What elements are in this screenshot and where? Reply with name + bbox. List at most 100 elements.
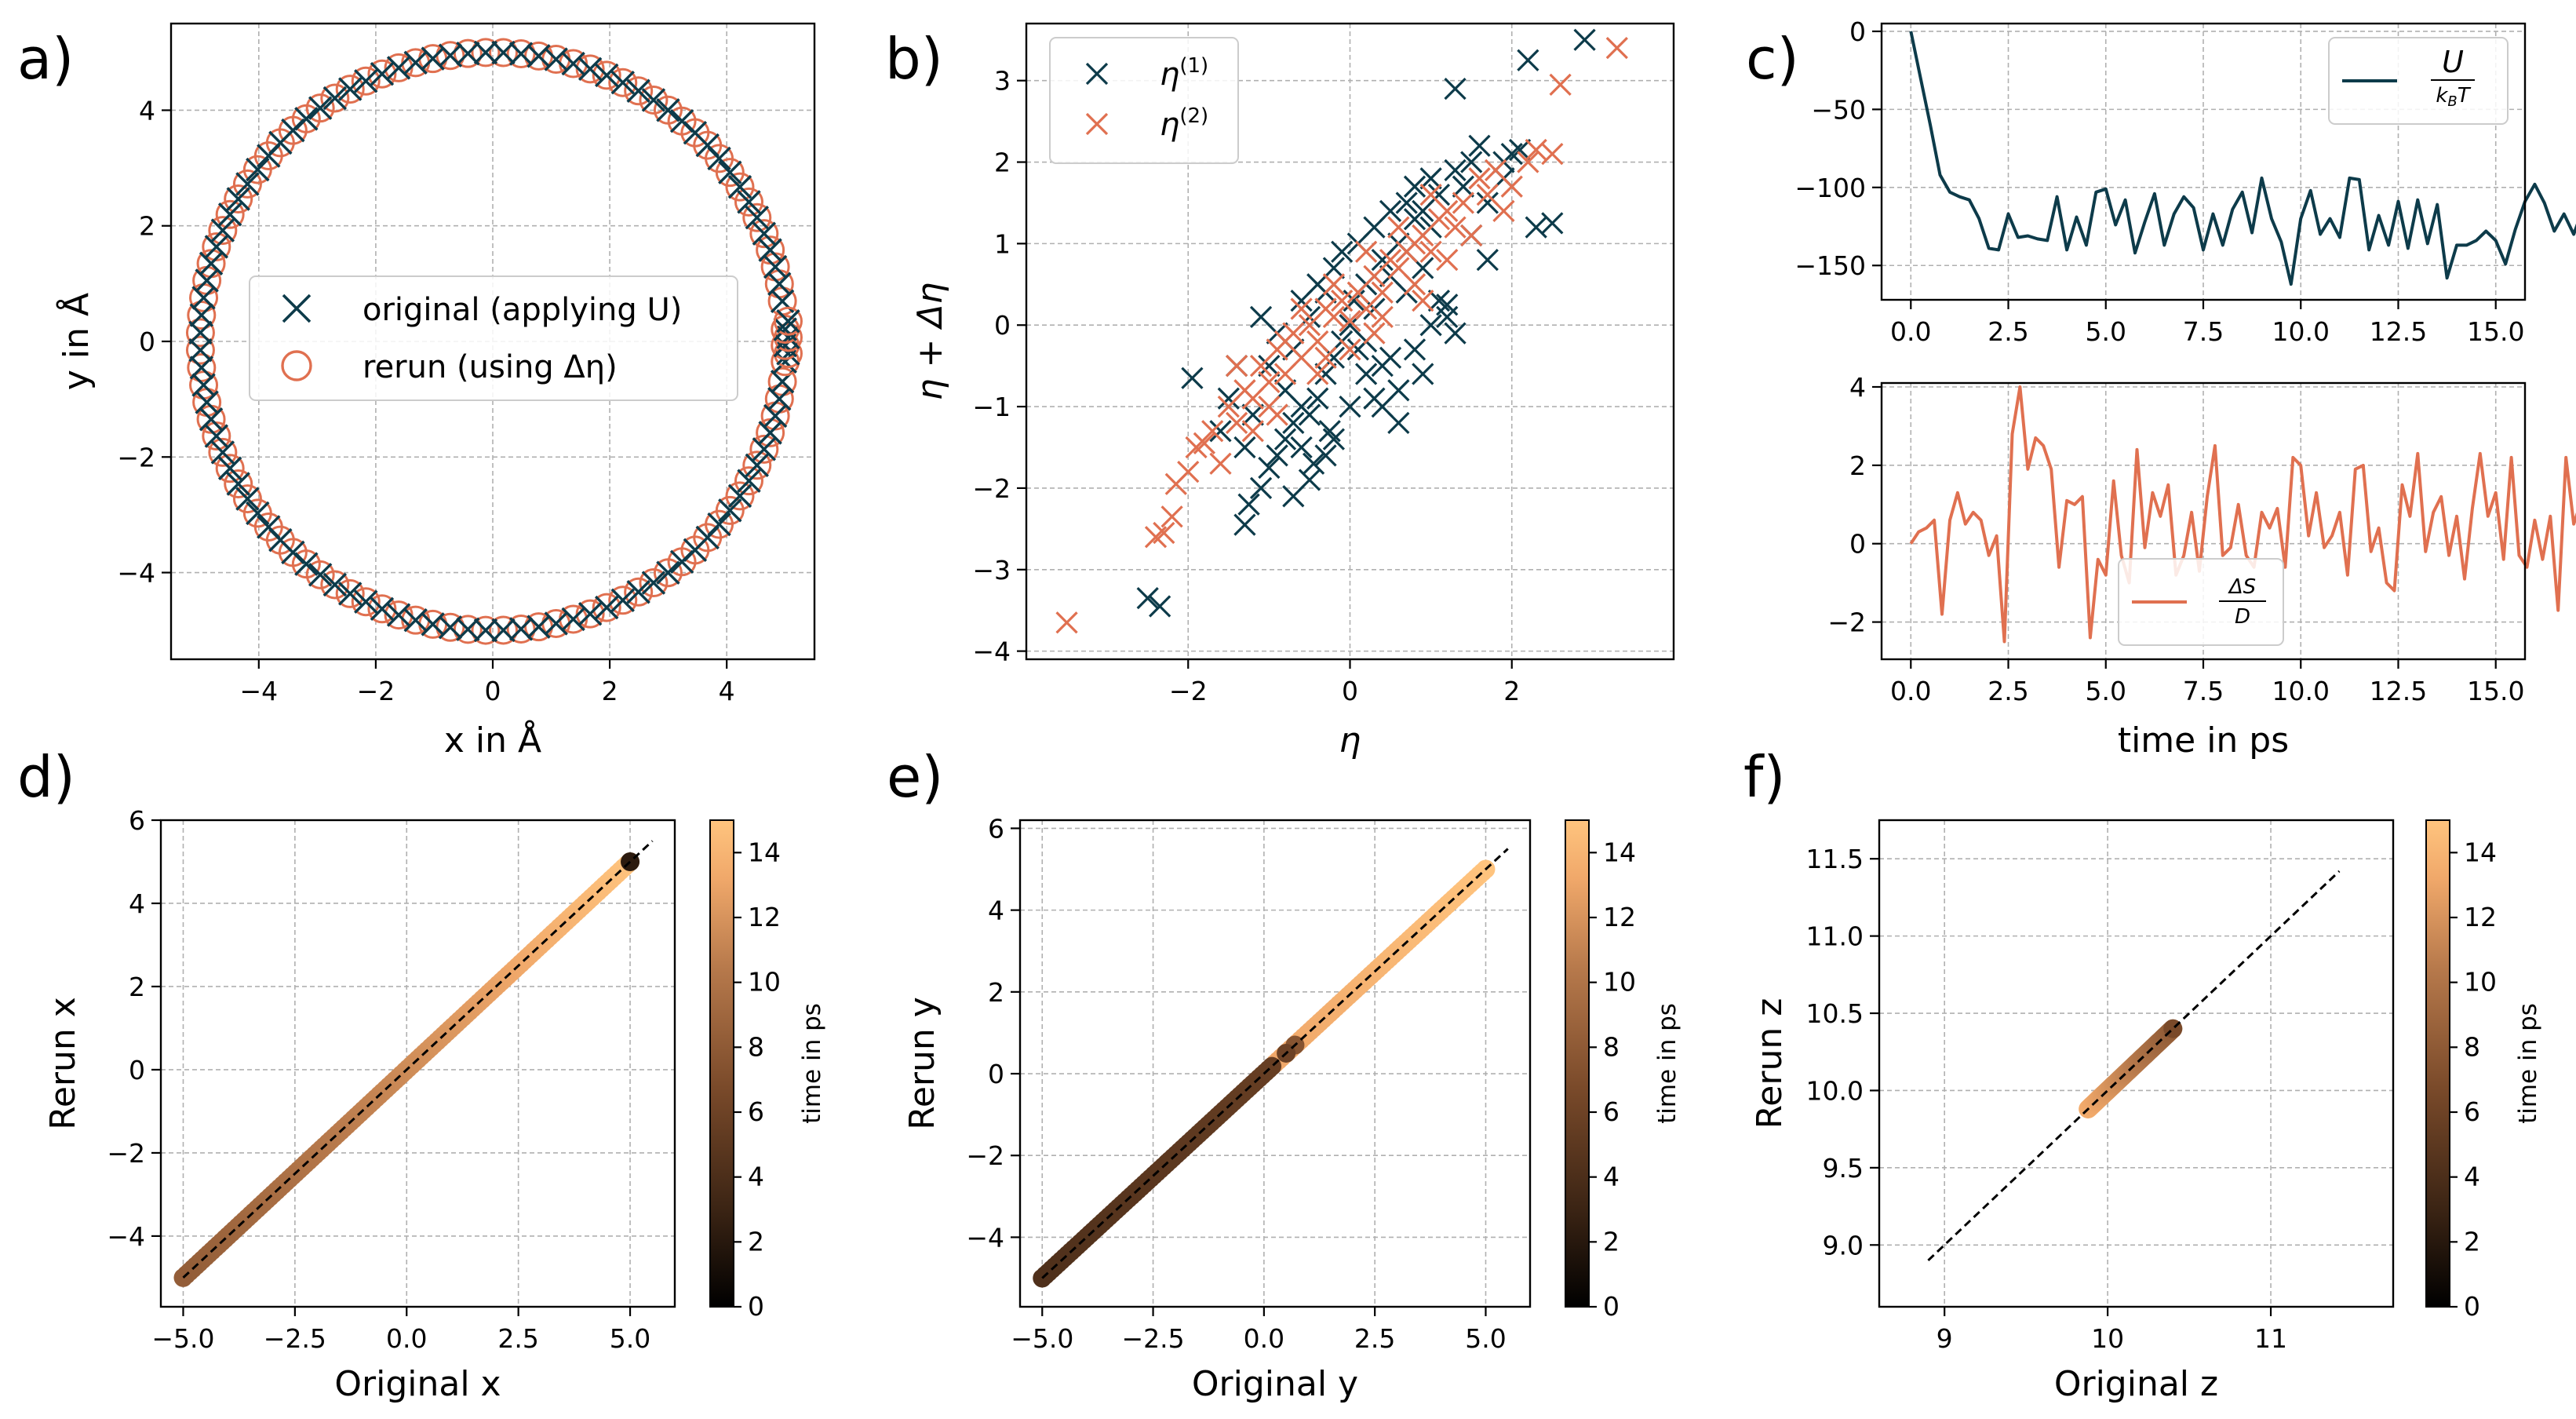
original-point bbox=[421, 46, 445, 71]
eta2-point bbox=[1201, 420, 1224, 443]
original-point bbox=[752, 221, 777, 246]
eta2-point bbox=[1460, 224, 1483, 247]
original-point bbox=[745, 453, 769, 477]
x-tick-label: 0 bbox=[1342, 676, 1358, 706]
eta1-point bbox=[1233, 513, 1256, 536]
x-tick-label: 12.5 bbox=[2370, 316, 2427, 347]
eta2-point bbox=[1306, 330, 1329, 353]
eta1-point bbox=[1403, 338, 1426, 361]
rerun-point bbox=[608, 67, 638, 97]
original-point bbox=[199, 407, 224, 432]
eta1-point bbox=[1573, 28, 1596, 51]
original-point bbox=[763, 254, 788, 279]
eta1-point bbox=[1249, 305, 1273, 328]
panel-label: d) bbox=[17, 744, 75, 810]
eta2-point bbox=[1517, 151, 1539, 173]
colorbar-tick-label: 4 bbox=[2464, 1162, 2480, 1192]
panel-b: −2 0 2 −4 −3 −2 −1 0 1 2 3 η(1)η(2) η η + Δη bbox=[910, 22, 1675, 761]
eta2-point bbox=[1541, 143, 1564, 166]
rerun-point bbox=[506, 39, 536, 69]
y-tick-label: 2 bbox=[994, 148, 1011, 178]
y-axis-label: η + Δη bbox=[910, 283, 950, 401]
original-point bbox=[707, 512, 731, 537]
y-tick-label: −2 bbox=[107, 1138, 145, 1169]
rerun-point bbox=[367, 594, 397, 624]
x-tick-label: −2.5 bbox=[1121, 1323, 1184, 1354]
eta2-point bbox=[1371, 305, 1394, 328]
original-point bbox=[544, 611, 568, 636]
eta1-point bbox=[1343, 289, 1365, 312]
legend-marker-eta1 bbox=[1085, 62, 1109, 86]
y-tick-label: −2 bbox=[966, 1140, 1004, 1171]
colorbar-tick-label: 0 bbox=[1603, 1291, 1620, 1322]
original-point bbox=[217, 456, 242, 480]
colorbar-tick-label: 8 bbox=[1603, 1031, 1620, 1062]
rerun-point bbox=[749, 434, 779, 464]
y-tick-label: 4 bbox=[129, 888, 145, 919]
x-tick-label: 0.0 bbox=[386, 1323, 427, 1354]
rerun-point bbox=[639, 568, 669, 598]
eta2-point bbox=[1290, 297, 1313, 320]
original-point bbox=[386, 56, 411, 80]
eta1-point bbox=[1436, 294, 1459, 316]
y-axis-label: Rerun x bbox=[43, 997, 83, 1130]
original-point bbox=[370, 62, 395, 86]
eta2-point bbox=[1331, 289, 1354, 312]
rerun-point bbox=[489, 615, 519, 645]
y-tick-label: −3 bbox=[972, 555, 1011, 585]
eta2-point bbox=[1363, 322, 1386, 345]
original-point bbox=[473, 40, 498, 65]
original-point bbox=[718, 160, 742, 184]
y-tick-label: 11.5 bbox=[1806, 844, 1864, 874]
original-point bbox=[188, 320, 213, 345]
y-axis-label: Rerun y bbox=[902, 997, 942, 1130]
original-point bbox=[610, 71, 635, 95]
eta2-point bbox=[1314, 346, 1337, 369]
colorbar-tick-label: 6 bbox=[1603, 1096, 1620, 1127]
identity-line bbox=[182, 840, 654, 1279]
legend-label-rerun: rerun (using Δη) bbox=[363, 349, 618, 385]
original-point bbox=[578, 601, 603, 626]
rerun-point bbox=[734, 466, 763, 496]
rerun-point bbox=[351, 587, 381, 617]
y-tick-label: −4 bbox=[972, 637, 1011, 667]
eta1-point bbox=[1419, 314, 1442, 337]
y-tick-label: 0 bbox=[1849, 16, 1866, 47]
original-point bbox=[626, 78, 650, 103]
colorbar: 0 2 4 6 8 10 12 14 time in ps bbox=[709, 819, 826, 1322]
x-tick-label: 10.0 bbox=[2272, 316, 2330, 347]
eta1-point bbox=[1258, 456, 1281, 480]
legend-box bbox=[249, 275, 738, 401]
rerun-point bbox=[187, 301, 217, 330]
original-point bbox=[595, 63, 619, 88]
eta1-point bbox=[1322, 257, 1346, 279]
original-point bbox=[578, 57, 603, 82]
original-point bbox=[773, 317, 797, 341]
colorbar-tick-label: 14 bbox=[1603, 837, 1636, 867]
original-point bbox=[226, 187, 250, 211]
axes-frame bbox=[1018, 819, 1532, 1308]
axes-frame bbox=[1880, 381, 2527, 661]
y-tick-label: 11.0 bbox=[1806, 921, 1864, 952]
x-tick-label: 5.0 bbox=[2086, 316, 2126, 347]
axes-frame bbox=[159, 819, 676, 1308]
colorbar-tick-label: 8 bbox=[2464, 1031, 2480, 1062]
legend-label-original: original (applying U) bbox=[363, 292, 682, 328]
original-point bbox=[210, 440, 235, 465]
series-line bbox=[1909, 385, 2576, 644]
legend: original (applying U) rerun (using Δη) bbox=[249, 275, 738, 401]
eta1-point bbox=[1233, 436, 1256, 459]
rerun-point bbox=[592, 593, 621, 622]
original-point bbox=[338, 582, 363, 606]
rerun-point bbox=[320, 83, 350, 113]
eta1-point bbox=[1444, 159, 1467, 182]
eta1-point bbox=[1290, 436, 1313, 459]
rerun-point bbox=[471, 38, 501, 67]
colorbar-tick-label: 2 bbox=[2464, 1226, 2480, 1257]
original-point bbox=[737, 190, 761, 214]
eta1-point bbox=[1468, 134, 1491, 157]
legend-label-dS: ΔS bbox=[2228, 575, 2256, 599]
